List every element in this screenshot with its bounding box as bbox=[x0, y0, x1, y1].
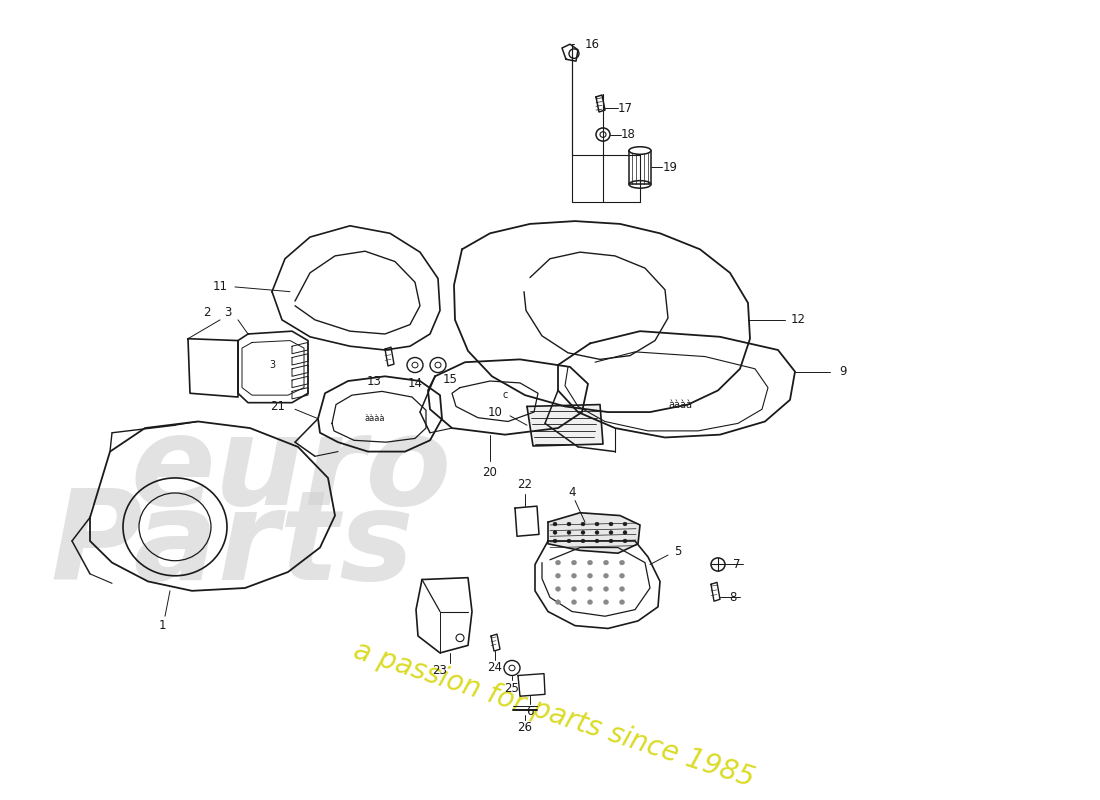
Circle shape bbox=[553, 539, 557, 543]
Text: 15: 15 bbox=[442, 373, 458, 386]
Text: 25: 25 bbox=[505, 682, 519, 695]
Circle shape bbox=[553, 530, 557, 534]
Circle shape bbox=[572, 574, 576, 578]
Polygon shape bbox=[527, 405, 603, 446]
Text: 18: 18 bbox=[620, 128, 636, 141]
Circle shape bbox=[604, 560, 608, 565]
Text: 14: 14 bbox=[407, 378, 422, 390]
Circle shape bbox=[581, 530, 585, 534]
Circle shape bbox=[609, 539, 613, 543]
Circle shape bbox=[587, 586, 593, 591]
Text: àààà: àààà bbox=[365, 414, 385, 423]
Circle shape bbox=[619, 574, 625, 578]
Text: 2: 2 bbox=[204, 306, 211, 319]
Circle shape bbox=[604, 600, 608, 605]
Text: 20: 20 bbox=[483, 466, 497, 478]
Text: 11: 11 bbox=[212, 281, 228, 294]
Text: a passion for parts since 1985: a passion for parts since 1985 bbox=[350, 637, 758, 793]
Circle shape bbox=[581, 539, 585, 543]
Circle shape bbox=[623, 522, 627, 526]
Text: 3: 3 bbox=[268, 360, 275, 370]
Circle shape bbox=[604, 574, 608, 578]
Circle shape bbox=[619, 586, 625, 591]
Text: 23: 23 bbox=[432, 664, 448, 678]
Text: 7: 7 bbox=[734, 558, 740, 571]
Circle shape bbox=[595, 530, 600, 534]
Text: 24: 24 bbox=[487, 662, 503, 674]
Circle shape bbox=[619, 560, 625, 565]
Circle shape bbox=[566, 522, 571, 526]
Text: 21: 21 bbox=[271, 400, 286, 413]
Circle shape bbox=[595, 539, 600, 543]
Circle shape bbox=[619, 600, 625, 605]
Circle shape bbox=[623, 530, 627, 534]
Text: 8: 8 bbox=[729, 591, 737, 604]
Text: 9: 9 bbox=[839, 365, 847, 378]
Text: 4: 4 bbox=[569, 486, 575, 498]
Circle shape bbox=[553, 522, 557, 526]
Circle shape bbox=[587, 560, 593, 565]
Text: 10: 10 bbox=[487, 406, 503, 418]
Circle shape bbox=[556, 600, 561, 605]
Text: 16: 16 bbox=[584, 38, 600, 50]
Circle shape bbox=[572, 586, 576, 591]
Circle shape bbox=[572, 560, 576, 565]
Polygon shape bbox=[548, 513, 640, 553]
Circle shape bbox=[609, 530, 613, 534]
Circle shape bbox=[566, 530, 571, 534]
Text: 12: 12 bbox=[791, 314, 805, 326]
Circle shape bbox=[587, 600, 593, 605]
Text: c: c bbox=[503, 390, 508, 400]
Circle shape bbox=[623, 539, 627, 543]
Text: 19: 19 bbox=[662, 161, 678, 174]
Text: 22: 22 bbox=[517, 478, 532, 491]
Circle shape bbox=[556, 586, 561, 591]
Text: 1: 1 bbox=[158, 619, 166, 632]
Circle shape bbox=[556, 560, 561, 565]
Circle shape bbox=[595, 522, 600, 526]
Circle shape bbox=[604, 586, 608, 591]
Circle shape bbox=[581, 522, 585, 526]
Text: 6: 6 bbox=[526, 705, 534, 718]
Text: 17: 17 bbox=[617, 102, 632, 114]
Text: 13: 13 bbox=[366, 374, 382, 387]
Text: euro: euro bbox=[130, 410, 451, 531]
Text: 3: 3 bbox=[224, 306, 232, 319]
Circle shape bbox=[556, 574, 561, 578]
Circle shape bbox=[572, 600, 576, 605]
Circle shape bbox=[587, 574, 593, 578]
Text: 26: 26 bbox=[517, 721, 532, 734]
Circle shape bbox=[609, 522, 613, 526]
Text: 5: 5 bbox=[674, 545, 682, 558]
Ellipse shape bbox=[629, 146, 651, 154]
Circle shape bbox=[566, 539, 571, 543]
Text: Parts: Parts bbox=[50, 485, 414, 606]
Text: àààà: àààà bbox=[668, 399, 692, 410]
